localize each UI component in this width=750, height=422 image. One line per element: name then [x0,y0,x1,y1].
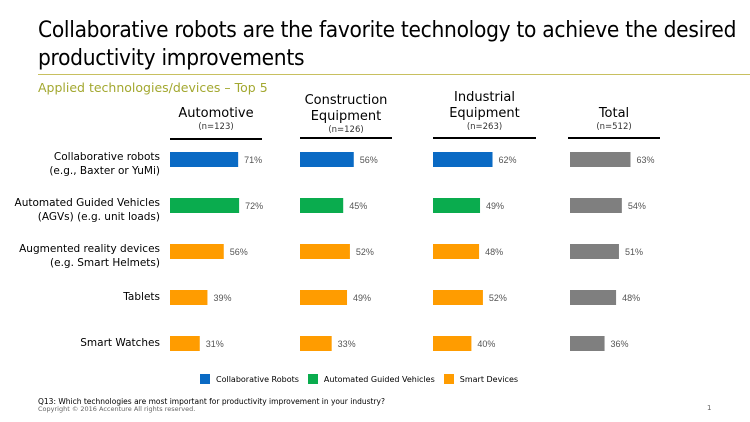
copyright: Copyright © 2016 Accenture All rights re… [38,405,196,413]
row-label-line: Automated Guided Vehicles [14,197,160,209]
row-label-line: (e.g. Smart Helmets) [50,257,160,269]
column-header-construction: Construction Equipment (n=126) [300,93,392,136]
bar [570,198,622,213]
bar [300,152,354,167]
legend-swatch [307,374,318,384]
row-label-line: Smart Watches [80,337,160,349]
bar [300,290,348,305]
row-label-tablets: Tablets [123,290,160,304]
column-name: Construction Equipment [304,93,388,124]
bar-value-label: 48% [485,247,503,257]
bar [170,290,208,305]
bar [300,244,350,259]
bar [170,198,240,213]
bar [433,336,472,351]
bar [570,244,619,259]
bar [433,152,493,167]
column-header-industrial: Industrial Equipment (n=263) [433,90,536,133]
row-label-augmented-reality: Augmented reality devices (e.g. Smart He… [19,242,160,270]
bar-value-label: 62% [499,155,517,165]
bar-value-label: 52% [489,293,507,303]
bar [570,152,631,167]
bar-value-label: 72% [245,201,263,211]
bar-value-label: 39% [213,293,231,303]
bar-value-label: 71% [244,155,262,165]
legend-label: Smart Devices [459,374,519,384]
bar [170,244,224,259]
legend: Collaborative Robots Automated Guided Ve… [200,374,527,384]
page-number: 1 [707,404,712,412]
bar [433,290,483,305]
bar-value-label: 40% [477,339,495,349]
column-header-total: Total (n=512) [568,106,660,133]
bar-value-label: 51% [625,247,643,257]
column-rule [300,137,392,139]
legend-item-agv: Automated Guided Vehicles [307,374,435,384]
row-label-line: (AGVs) (e.g. unit loads) [37,211,160,223]
bar-value-label: 48% [622,293,640,303]
bar-value-label: 36% [611,339,629,349]
column-name: Total [598,106,630,121]
column-rule [568,137,660,139]
column-sample-size: (n=263) [466,122,503,132]
row-label-line: (e.g., Baxter or YuMi) [49,165,160,177]
legend-item-collaborative-robots: Collaborative Robots [200,374,299,384]
bar [170,152,239,167]
legend-item-smart-devices: Smart Devices [443,374,519,384]
row-label-line: Collaborative robots [53,151,160,163]
row-label-line: Augmented reality devices [19,243,160,255]
legend-label: Collaborative Robots [216,374,299,384]
bar [300,198,344,213]
footnote: Q13: Which technologies are most importa… [38,397,385,406]
column-rule [433,137,536,139]
bar [570,336,605,351]
column-sample-size: (n=126) [328,125,364,135]
bar [300,336,332,351]
column-header-automotive: Automotive (n=123) [170,106,262,133]
column-name: Industrial Equipment [449,90,520,121]
legend-swatch [443,374,454,384]
chart-subtitle: Applied technologies/devices – Top 5 [38,80,268,95]
column-sample-size: (n=123) [198,122,234,132]
column-name: Automotive [178,106,254,121]
bar-value-label: 45% [349,201,367,211]
row-label-collaborative-robots: Collaborative robots (e.g., Baxter or Yu… [49,150,160,178]
column-rule [170,138,262,140]
bar [433,198,481,213]
bar [170,336,200,351]
column-sample-size: (n=512) [596,122,632,132]
bar [433,244,480,259]
legend-label: Automated Guided Vehicles [323,374,435,384]
title-divider [38,74,750,75]
bar-value-label: 56% [360,155,378,165]
bar-value-label: 63% [636,155,654,165]
bar-value-label: 52% [356,247,374,257]
bar-value-label: 56% [230,247,248,257]
bar-value-label: 54% [628,201,646,211]
bar-value-label: 49% [353,293,371,303]
legend-swatch [200,374,210,384]
slide-title: Collaborative robots are the favorite te… [38,17,737,71]
bar [570,290,617,305]
bar-value-label: 31% [206,339,224,349]
bar-value-label: 33% [338,339,356,349]
bar-value-label: 49% [486,201,504,211]
row-label-agv: Automated Guided Vehicles (AGVs) (e.g. u… [15,196,160,224]
row-label-line: Tablets [123,291,160,303]
row-label-smart-watches: Smart Watches [80,336,160,350]
